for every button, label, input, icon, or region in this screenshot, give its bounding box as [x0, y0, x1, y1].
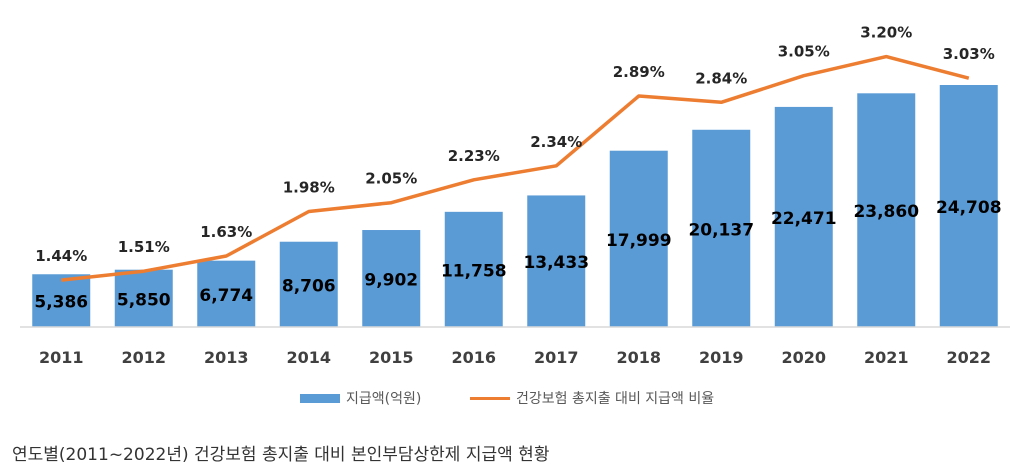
x-tick-2021: 2021	[864, 348, 909, 367]
x-tick-2011: 2011	[39, 348, 84, 367]
bar-2018	[609, 150, 668, 327]
line-label-2011: 1.44%	[35, 247, 87, 265]
bar-2019	[692, 129, 751, 327]
bar-label-2018: 17,999	[606, 231, 672, 251]
bar-label-2012: 5,850	[117, 290, 171, 310]
figure-caption: 연도별(2011~2022년) 건강보험 총지출 대비 본인부담상한제 지급액 …	[12, 445, 550, 465]
bar-label-2022: 24,708	[936, 198, 1002, 218]
bar-2012	[114, 269, 173, 327]
bar-label-2021: 23,860	[853, 202, 919, 222]
bar-2014	[279, 241, 338, 327]
bar-data-labels: 5,386 5,850 6,774 8,706 9,902 11,758 13,433 17,…	[34, 198, 1001, 313]
x-tick-2013: 2013	[204, 348, 249, 367]
bar-label-2020: 22,471	[771, 209, 837, 229]
bar-2017	[527, 195, 586, 327]
x-tick-2017: 2017	[534, 348, 579, 367]
chart: 2011 2012 2013 2014 2015 2016 2017 2018 2019 2020…	[20, 24, 1010, 367]
line-data-labels: 1.44% 1.51% 1.63% 1.98% 2.05% 2.23% 2.34% 2.89%…	[35, 24, 995, 266]
bar-2015	[362, 230, 421, 327]
bar-label-2011: 5,386	[34, 293, 88, 313]
legend-swatch-bar	[300, 393, 340, 403]
x-tick-2019: 2019	[699, 348, 744, 367]
line-label-2018: 2.89%	[613, 63, 665, 81]
x-tick-2015: 2015	[369, 348, 414, 367]
legend-item-line: 건강보험 총지출 대비 지급액 비율	[470, 388, 714, 408]
x-tick-2018: 2018	[616, 348, 661, 367]
bar-label-2015: 9,902	[364, 271, 418, 291]
bar-label-2013: 6,774	[199, 286, 253, 306]
line-label-2017: 2.34%	[530, 133, 582, 151]
bar-2013	[197, 260, 256, 327]
legend: 지급액(억원) 건강보험 총지출 대비 지급액 비율	[0, 388, 1030, 412]
bar-label-2016: 11,758	[441, 261, 507, 281]
bar-label-2017: 13,433	[523, 253, 589, 273]
bar-label-2019: 20,137	[688, 220, 754, 240]
line-label-2015: 2.05%	[365, 170, 417, 188]
bar-2016	[444, 211, 503, 327]
line-label-2014: 1.98%	[283, 179, 335, 197]
x-tick-2016: 2016	[451, 348, 496, 367]
line-label-2019: 2.84%	[695, 69, 747, 87]
bar-2020	[774, 106, 833, 328]
line-label-2012: 1.51%	[118, 238, 170, 256]
bar-2021	[857, 93, 916, 327]
x-tick-2012: 2012	[121, 348, 166, 367]
line-label-2021: 3.20%	[860, 24, 912, 42]
bar-2022	[939, 85, 998, 327]
x-tick-labels: 2011 2012 2013 2014 2015 2016 2017 2018 2019 2020…	[39, 348, 991, 367]
legend-label-line: 건강보험 총지출 대비 지급액 비율	[516, 391, 715, 407]
bar-label-2014: 8,706	[282, 276, 336, 296]
ratio-line	[61, 54, 970, 282]
x-tick-2020: 2020	[781, 348, 826, 367]
x-tick-2014: 2014	[286, 348, 331, 367]
line-label-2020: 3.05%	[778, 43, 830, 61]
x-tick-2022: 2022	[946, 348, 991, 367]
line-label-2013: 1.63%	[200, 223, 252, 241]
legend-swatch-line	[470, 396, 510, 400]
legend-label-bar: 지급액(억원)	[346, 391, 422, 407]
line-label-2022: 3.03%	[943, 45, 995, 63]
legend-item-bar: 지급액(억원)	[300, 388, 421, 408]
bar-series	[32, 85, 998, 328]
line-label-2016: 2.23%	[448, 147, 500, 165]
bar-2011	[32, 274, 91, 327]
